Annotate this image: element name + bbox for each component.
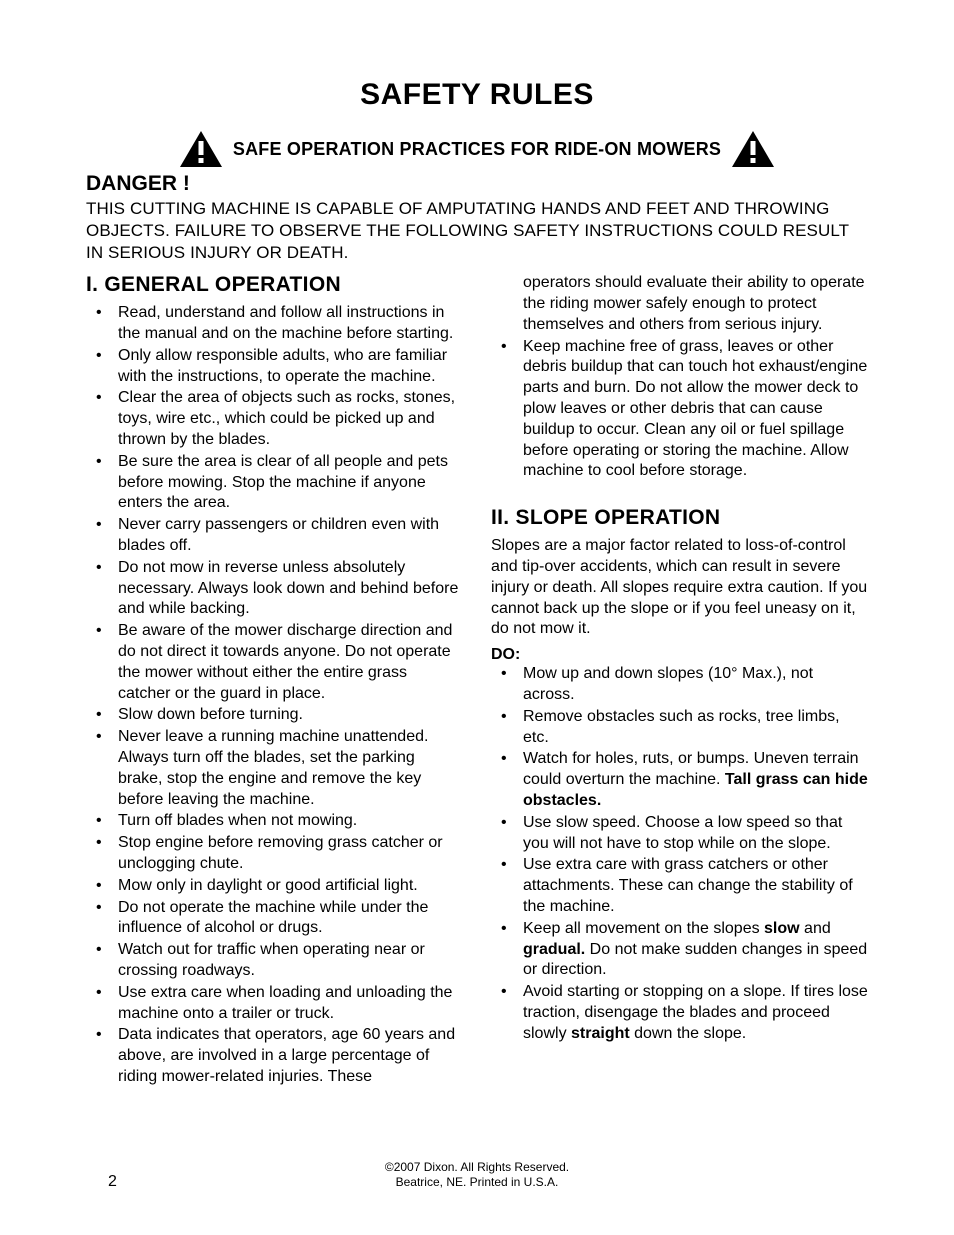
section-2-intro: Slopes are a major factor related to los… — [491, 536, 868, 640]
danger-heading: DANGER ! — [86, 172, 868, 196]
list-item: Remove obstacles such as rocks, tree lim… — [501, 707, 868, 749]
list-item: Mow up and down slopes (10° Max.), not a… — [501, 664, 868, 706]
footer: ©2007 Dixon. All Rights Reserved. Beatri… — [0, 1160, 954, 1191]
body-columns: I. GENERAL OPERATION Read, understand an… — [86, 273, 868, 1088]
list-item: Data indicates that operators, age 60 ye… — [96, 1025, 463, 1087]
list-item: Be sure the area is clear of all people … — [96, 452, 463, 514]
section-1-list: Read, understand and follow all instruct… — [86, 303, 463, 1087]
list-item: Watch for holes, ruts, or bumps. Uneven … — [501, 749, 868, 811]
continuation-text: operators should evaluate their ability … — [491, 273, 868, 335]
danger-text: THIS CUTTING MACHINE IS CAPABLE OF AMPUT… — [86, 198, 868, 263]
list-item: Never leave a running machine unattended… — [96, 727, 463, 810]
list-item: Use slow speed. Choose a low speed so th… — [501, 813, 868, 855]
list-item: Do not operate the machine while under t… — [96, 898, 463, 940]
list-item: Use extra care when loading and unloadin… — [96, 983, 463, 1025]
list-item: Mow only in daylight or good artificial … — [96, 876, 463, 897]
page: SAFETY RULES SAFE OPERATION PRACTICES FO… — [0, 0, 954, 1235]
list-item: Turn off blades when not mowing. — [96, 811, 463, 832]
right-column: operators should evaluate their ability … — [491, 273, 868, 1088]
list-item: Slow down before turning. — [96, 705, 463, 726]
left-column: I. GENERAL OPERATION Read, understand an… — [86, 273, 463, 1088]
page-number: 2 — [108, 1173, 117, 1191]
warning-icon — [731, 130, 775, 168]
section-2-heading: II. SLOPE OPERATION — [491, 506, 868, 530]
list-item: Use extra care with grass catchers or ot… — [501, 855, 868, 917]
list-item: Avoid starting or stopping on a slope. I… — [501, 982, 868, 1044]
page-title: SAFETY RULES — [86, 78, 868, 112]
section-2-list: Mow up and down slopes (10° Max.), not a… — [491, 664, 868, 1044]
section-1-list-cont: Keep machine free of grass, leaves or ot… — [491, 337, 868, 483]
list-item: Be aware of the mower discharge directio… — [96, 621, 463, 704]
list-item: Only allow responsible adults, who are f… — [96, 346, 463, 388]
list-item: Watch out for traffic when operating nea… — [96, 940, 463, 982]
do-label: DO: — [491, 646, 868, 664]
footer-line-2: Beatrice, NE. Printed in U.S.A. — [0, 1175, 954, 1191]
list-item: Clear the area of objects such as rocks,… — [96, 388, 463, 450]
list-item: Never carry passengers or children even … — [96, 515, 463, 557]
subtitle-text: SAFE OPERATION PRACTICES FOR RIDE-ON MOW… — [233, 139, 721, 160]
list-item: Keep machine free of grass, leaves or ot… — [501, 337, 868, 483]
section-1-heading: I. GENERAL OPERATION — [86, 273, 463, 297]
list-item: Stop engine before removing grass catche… — [96, 833, 463, 875]
list-item: Read, understand and follow all instruct… — [96, 303, 463, 345]
subtitle-row: SAFE OPERATION PRACTICES FOR RIDE-ON MOW… — [86, 130, 868, 168]
warning-icon — [179, 130, 223, 168]
list-item: Keep all movement on the slopes slow and… — [501, 919, 868, 981]
list-item: Do not mow in reverse unless absolutely … — [96, 558, 463, 620]
footer-line-1: ©2007 Dixon. All Rights Reserved. — [0, 1160, 954, 1176]
